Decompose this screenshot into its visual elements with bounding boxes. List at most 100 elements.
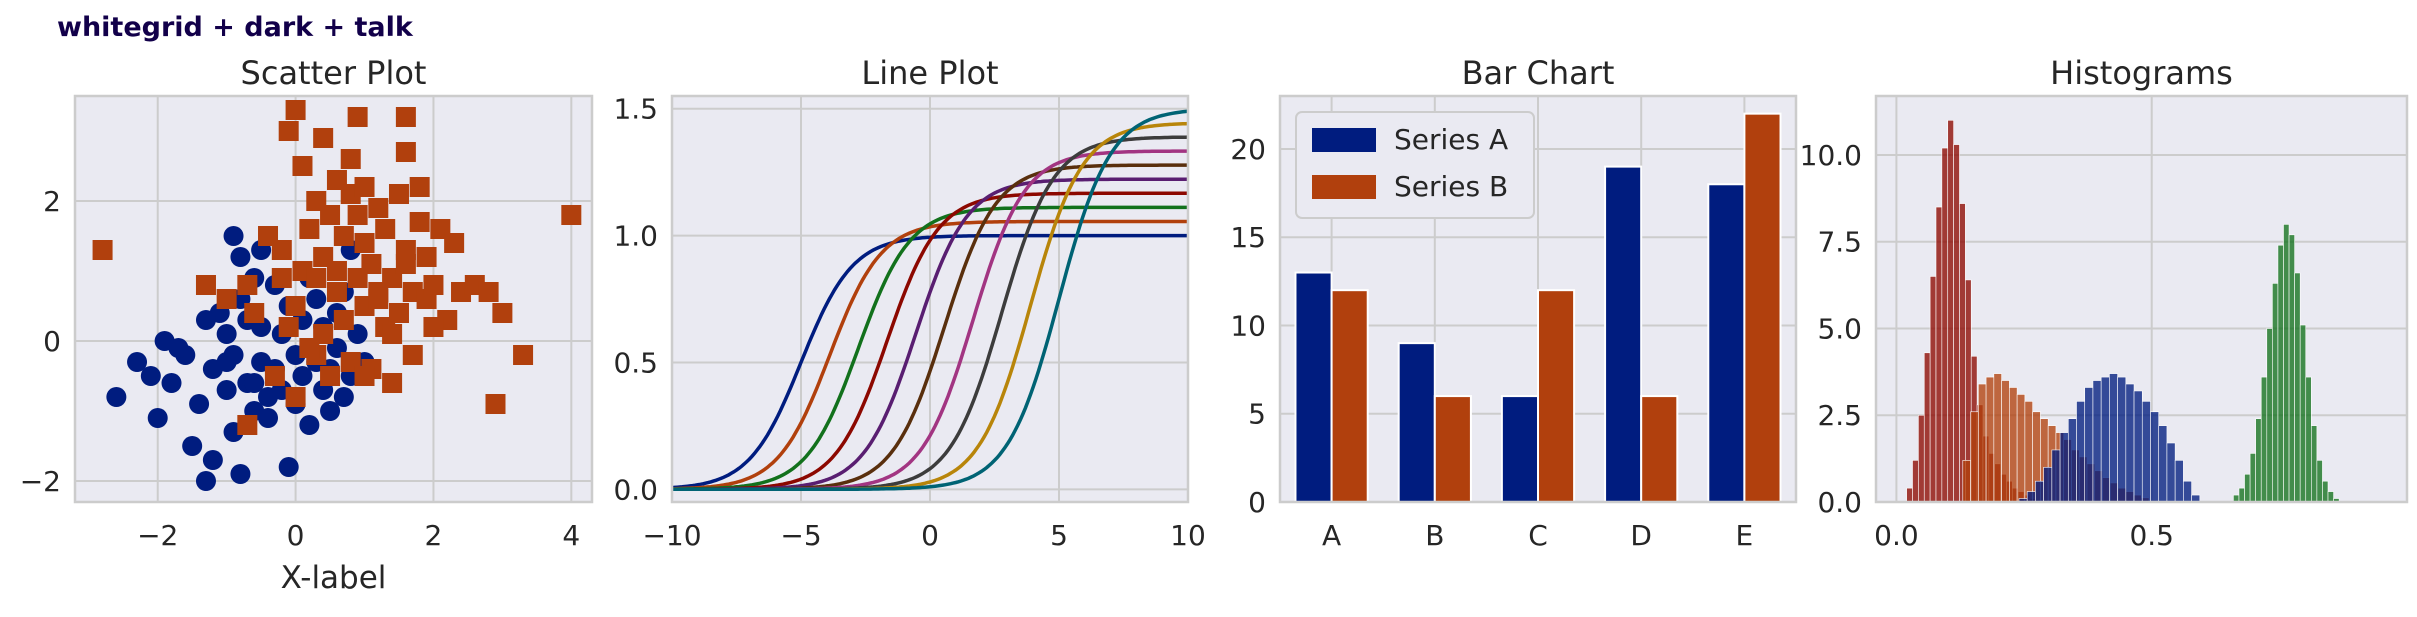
y-tick-label: −2 <box>20 465 61 498</box>
x-tick-label: −2 <box>137 519 178 552</box>
hist-bin-series-1 <box>1947 119 1954 502</box>
scatter-point-square <box>354 177 375 197</box>
scatter-point-circle <box>216 352 237 372</box>
x-tick-label: 2 <box>425 519 443 552</box>
x-tick-label: 0 <box>287 519 305 552</box>
hist-bin-series-1 <box>1918 414 1925 502</box>
scatter-point-square <box>423 275 444 295</box>
hist-bin-series-1 <box>1935 206 1943 502</box>
scatter-point-circle <box>258 408 279 428</box>
y-tick-label: 10 <box>1230 309 1266 342</box>
hist-bin-series-4 <box>2266 328 2273 502</box>
axes-frame <box>73 94 594 504</box>
scatter-point-circle <box>195 310 216 330</box>
y-tick-label: 20 <box>1230 133 1266 166</box>
scatter-point-square <box>92 240 113 260</box>
scatter-point-square <box>271 240 292 260</box>
scatter-point-square <box>271 268 292 288</box>
scatter-point-circle <box>127 352 148 372</box>
y-tick-label: 2.5 <box>1817 399 1862 432</box>
scatter-point-square <box>299 219 320 239</box>
y-tick-label: 0.0 <box>1817 486 1862 519</box>
scatter-point-circle <box>244 373 265 393</box>
legend-swatch <box>1312 175 1376 199</box>
hist-bin-series-1 <box>1941 147 1949 502</box>
scatter-point-square <box>347 107 368 127</box>
scatter-point-square <box>423 317 444 337</box>
scatter-point-square <box>354 233 375 253</box>
hist-bin-series-4 <box>2311 425 2318 502</box>
scatter-point-square <box>347 205 368 225</box>
x-tick-label: A <box>1322 519 1341 552</box>
hist-bin-series-3 <box>2084 387 2094 502</box>
bar-e-series-1 <box>1707 183 1746 502</box>
hist-bin-series-4 <box>2327 491 2334 502</box>
scatter-point-square <box>306 268 327 288</box>
scatter-point-circle <box>223 226 244 246</box>
hist-bin-series-3 <box>2150 411 2160 502</box>
hist-bin-series-4 <box>2249 453 2256 502</box>
hist-bin-series-3 <box>2092 380 2102 502</box>
y-tick-label: 10.0 <box>1800 139 1862 172</box>
bar-a-series-2 <box>1330 289 1369 502</box>
hist-bin-series-4 <box>2322 480 2329 502</box>
scatter-point-square <box>368 198 389 218</box>
hist-bin-series-1 <box>1929 276 1937 502</box>
hist-bin-series-3 <box>2158 425 2168 502</box>
chart-panel-1: −2 0 2 4 −2 0 2 Scatter Plot X-label <box>20 54 594 596</box>
line-series-2 <box>672 219 1188 491</box>
chart-panel-3: A B C D E 0 5 10 15 20 Bar Chart Series A Series B <box>1230 54 1798 552</box>
hist-bin-series-3 <box>2166 442 2176 502</box>
x-tick-label: 5 <box>1050 519 1068 552</box>
bar-d-series-1 <box>1604 165 1643 502</box>
scatter-point-square <box>416 247 437 267</box>
figure-title: whitegrid + dark + talk <box>57 12 414 43</box>
scatter-point-square <box>299 338 320 358</box>
scatter-point-square <box>285 296 306 316</box>
hist-bin-series-2 <box>1970 411 1979 502</box>
hist-bin-series-3 <box>2035 480 2044 502</box>
scatter-point-square <box>237 415 258 435</box>
x-tick-label: 0 <box>921 519 939 552</box>
hist-bin-series-4 <box>2299 324 2307 502</box>
scatter-point-circle <box>299 415 320 435</box>
hist-bin-series-2 <box>2009 387 2018 502</box>
axes-frame <box>1278 94 1798 504</box>
hist-bin-series-4 <box>2277 244 2284 502</box>
scatter-point-square <box>216 289 237 309</box>
chart-panel-2: −10 −5 0 5 10 0.0 0.5 1.0 1.5 Line Plot <box>613 54 1205 552</box>
hist-bin-series-4 <box>2260 376 2268 502</box>
y-tick-label: 0 <box>1248 486 1266 519</box>
data-marks <box>672 109 1188 492</box>
hist-bin-series-3 <box>2059 432 2069 502</box>
hist-bin-series-3 <box>2067 418 2077 502</box>
hist-bin-series-4 <box>2255 418 2262 502</box>
axes-frame <box>670 94 1190 504</box>
scatter-point-circle <box>230 247 251 267</box>
hist-bin-series-4 <box>2283 224 2290 502</box>
scatter-point-circle <box>147 408 168 428</box>
scatter-point-square <box>313 128 334 148</box>
bar-c-series-1 <box>1500 395 1540 502</box>
y-tick-label: 2 <box>43 185 61 218</box>
scatter-point-square <box>478 282 499 302</box>
bar-c-series-2 <box>1537 289 1576 502</box>
scatter-point-square <box>333 226 354 246</box>
hist-bin-series-1 <box>1906 487 1913 502</box>
hist-bin-series-2 <box>1978 383 1987 502</box>
legend: Series A Series B <box>1295 111 1535 219</box>
y-tick-label: 0 <box>43 325 61 358</box>
scatter-point-circle <box>161 373 182 393</box>
hist-bin-series-1 <box>1912 460 1919 502</box>
scatter-point-square <box>561 205 582 225</box>
x-tick-label: 0.0 <box>1874 519 1919 552</box>
data-marks <box>92 100 582 491</box>
x-tick-label: E <box>1736 519 1754 552</box>
scatter-point-square <box>237 275 258 295</box>
x-tick-label: 4 <box>562 519 580 552</box>
y-tick-label: 1.0 <box>613 220 658 253</box>
hist-bin-series-4 <box>2294 272 2301 502</box>
hist-bin-series-3 <box>2026 491 2036 502</box>
hist-bin-series-3 <box>2109 373 2118 502</box>
hist-bin-series-2 <box>1962 460 1971 502</box>
